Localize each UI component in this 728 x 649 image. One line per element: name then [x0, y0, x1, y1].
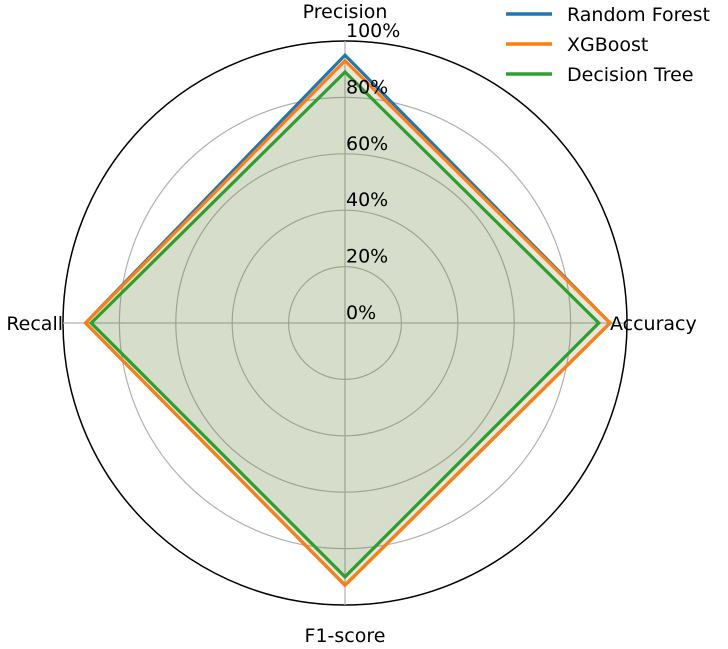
legend-label-2: Decision Tree [567, 64, 694, 86]
tick-label-100: 100% [346, 20, 400, 42]
series-layer [83, 52, 613, 588]
legend: Random Forest XGBoost Decision Tree [506, 4, 710, 86]
series-line-1 [83, 58, 613, 588]
series-line-2 [88, 69, 602, 580]
tick-label-20: 20% [346, 246, 388, 268]
axis-labels: Accuracy Precision Recall F1-score [6, 1, 696, 647]
tick-label-80: 80% [346, 76, 388, 98]
series-fill-2 [91, 72, 599, 577]
radial-tick-labels: 0% 20% 40% 60% 80% 100% [346, 20, 400, 324]
axis-label-precision: Precision [303, 1, 388, 23]
radial-grid [62, 40, 628, 606]
legend-label-1: XGBoost [567, 34, 648, 56]
axis-label-recall: Recall [6, 313, 63, 335]
axis-label-accuracy: Accuracy [610, 313, 697, 335]
tick-label-60: 60% [346, 133, 388, 155]
tick-label-40: 40% [346, 189, 388, 211]
axis-label-f1-score: F1-score [305, 625, 386, 647]
legend-label-0: Random Forest [567, 4, 710, 26]
tick-label-0: 0% [346, 302, 376, 324]
